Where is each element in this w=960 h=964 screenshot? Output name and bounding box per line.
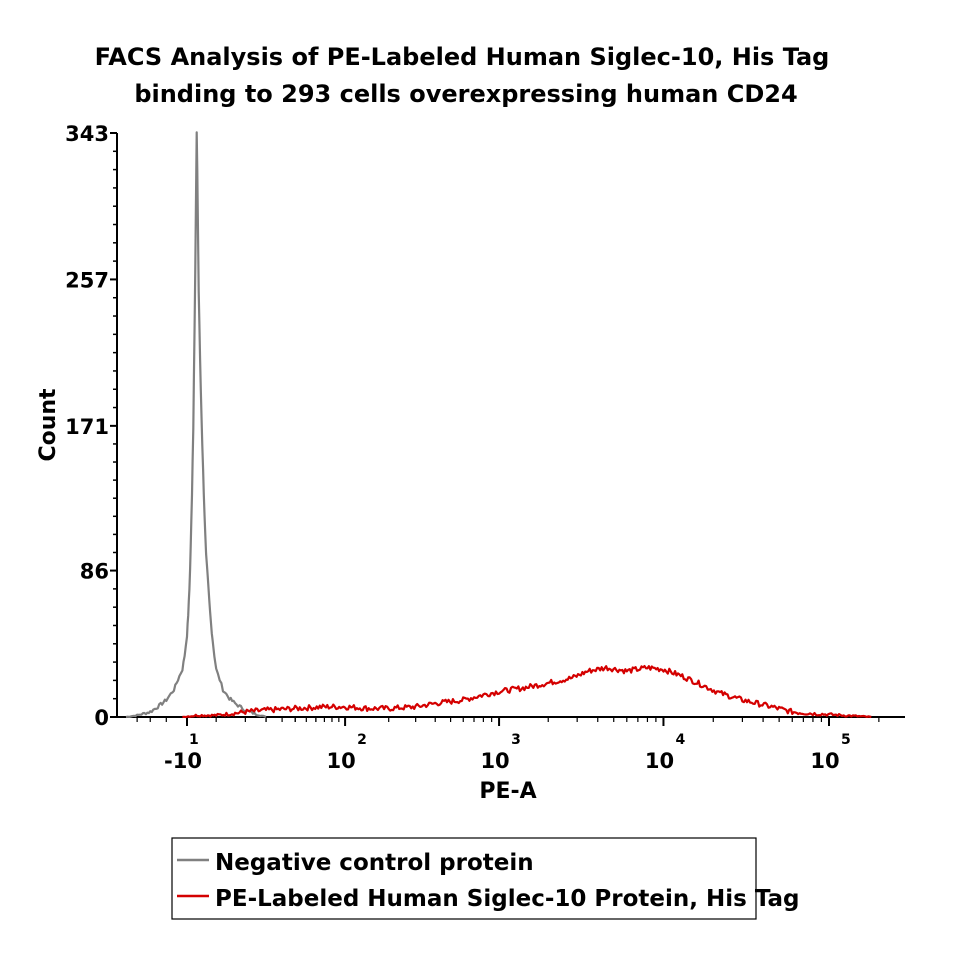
x-tick-label: -10 — [164, 749, 202, 773]
y-tick-label: 86 — [80, 560, 109, 584]
chart-subtitle: binding to 293 cells overexpressing huma… — [134, 80, 797, 108]
legend: Negative control protein PE-Labeled Human… — [171, 837, 800, 920]
legend-box — [171, 837, 757, 920]
series-line-1 — [125, 131, 267, 719]
y-axis-label: Count — [36, 388, 61, 462]
legend-label: Negative control protein — [215, 850, 534, 876]
y-tick-label: 171 — [65, 415, 109, 439]
x-tick-exponent: 5 — [841, 732, 851, 748]
x-tick-exponent: 3 — [511, 732, 521, 748]
x-axis-label: PE-A — [479, 779, 536, 804]
series-line-2 — [182, 665, 872, 719]
x-tick-label: 10 — [810, 749, 839, 773]
x-tick-label: 10 — [480, 749, 509, 773]
y-tick-label: 257 — [65, 268, 109, 292]
x-tick-label: 10 — [326, 749, 355, 773]
y-tick-label: 343 — [65, 122, 109, 146]
x-tick-exponent: 4 — [675, 732, 685, 748]
chart-title: FACS Analysis of PE-Labeled Human Siglec… — [95, 43, 830, 71]
x-tick-exponent: 2 — [357, 732, 367, 748]
x-tick-exponent: 1 — [189, 732, 199, 748]
y-tick-label: 0 — [94, 706, 109, 730]
x-tick-label: 10 — [645, 749, 674, 773]
legend-label: PE-Labeled Human Siglec-10 Protein, His … — [215, 886, 800, 912]
